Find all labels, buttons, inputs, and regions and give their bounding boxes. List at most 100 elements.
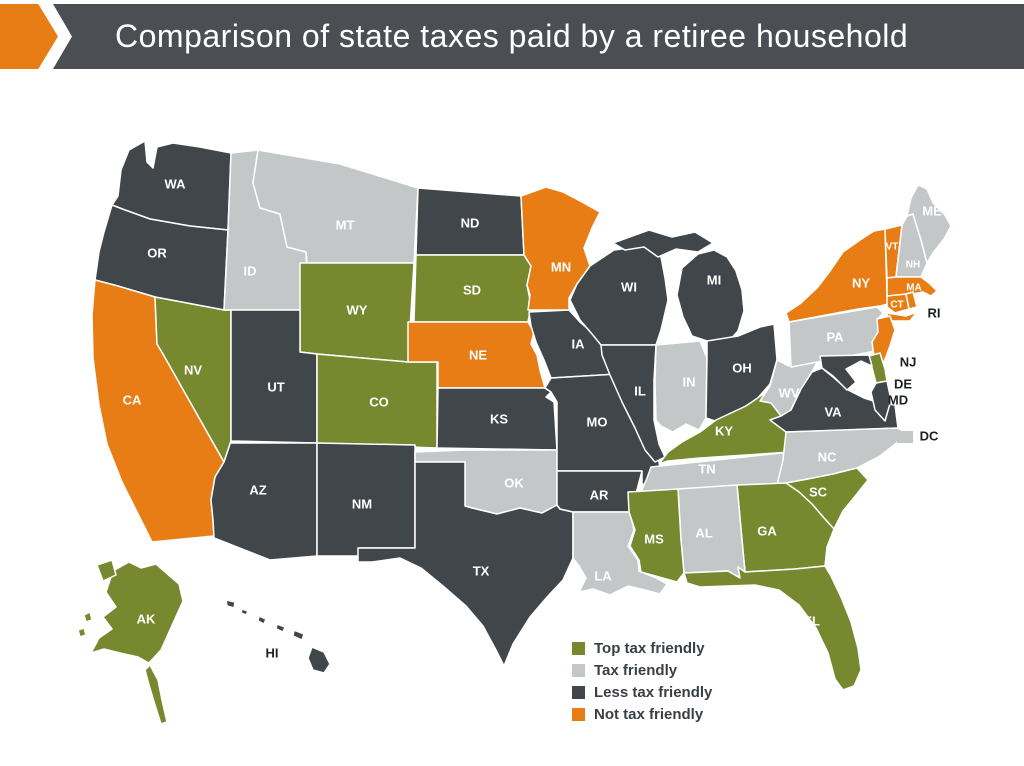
state-label-MD: MD bbox=[888, 392, 908, 407]
state-MD bbox=[819, 354, 873, 391]
state-label-RI: RI bbox=[928, 305, 941, 320]
state-HI bbox=[275, 623, 286, 633]
legend-item-tax-friendly: Tax friendly bbox=[572, 661, 712, 679]
state-label-VT: VT bbox=[886, 242, 899, 253]
state-label-NE: NE bbox=[469, 347, 487, 362]
state-label-FL: FL bbox=[804, 613, 820, 628]
state-MI bbox=[676, 249, 745, 342]
state-label-CO: CO bbox=[369, 394, 389, 409]
state-label-NH: NH bbox=[906, 260, 920, 271]
legend-item-less-tax-friendly: Less tax friendly bbox=[572, 683, 713, 701]
state-label-NY: NY bbox=[852, 275, 870, 290]
state-HI bbox=[257, 615, 267, 625]
state-label-MT: MT bbox=[336, 217, 355, 232]
state-MD bbox=[870, 380, 892, 422]
state-AK bbox=[90, 561, 184, 664]
state-label-GA: GA bbox=[757, 523, 777, 538]
legend-label: Top tax friendly bbox=[594, 639, 705, 657]
state-CT bbox=[886, 293, 910, 314]
state-label-OH: OH bbox=[732, 360, 752, 375]
state-NJ bbox=[871, 315, 896, 363]
state-label-NV: NV bbox=[184, 362, 202, 377]
state-label-IA: IA bbox=[572, 336, 586, 351]
legend-label: Tax friendly bbox=[594, 661, 678, 679]
state-HI bbox=[292, 629, 305, 641]
state-label-PA: PA bbox=[826, 329, 844, 344]
state-label-OK: OK bbox=[504, 475, 524, 490]
state-label-KY: KY bbox=[715, 423, 733, 438]
state-label-LA: LA bbox=[594, 568, 612, 583]
state-MS bbox=[627, 488, 685, 583]
state-label-KS: KS bbox=[490, 411, 508, 426]
state-IL bbox=[600, 344, 666, 463]
legend-item-not-tax-friendly: Not tax friendly bbox=[572, 705, 712, 723]
state-label-CT: CT bbox=[890, 300, 903, 311]
legend-item-top-tax-friendly: Top tax friendly bbox=[572, 639, 712, 657]
state-AZ bbox=[210, 440, 318, 561]
state-HI bbox=[225, 599, 236, 609]
state-label-MA: MA bbox=[906, 283, 922, 294]
legend-swatch-tax-friendly bbox=[572, 663, 585, 677]
state-label-TX: TX bbox=[473, 563, 490, 578]
state-label-SC: SC bbox=[809, 484, 828, 499]
state-label-ID: ID bbox=[244, 263, 257, 278]
state-label-NJ: NJ bbox=[900, 354, 917, 369]
state-label-WY: WY bbox=[347, 302, 368, 317]
state-label-MO: MO bbox=[587, 414, 608, 429]
banner-background bbox=[53, 4, 1024, 69]
state-IN bbox=[654, 340, 708, 433]
state-label-AK: AK bbox=[137, 611, 156, 626]
title-banner: Comparison of state taxes paid by a reti… bbox=[0, 4, 1024, 69]
state-label-WI: WI bbox=[621, 279, 637, 294]
state-MT bbox=[252, 149, 419, 264]
state-RI bbox=[905, 291, 918, 310]
state-AK bbox=[96, 559, 117, 582]
state-label-HI: HI bbox=[266, 645, 279, 660]
state-label-AZ: AZ bbox=[249, 482, 266, 497]
state-label-SD: SD bbox=[463, 282, 481, 297]
legend: Top tax friendly Tax friendly Less tax f… bbox=[572, 639, 713, 729]
state-label-UT: UT bbox=[267, 379, 284, 394]
state-LA bbox=[572, 511, 668, 596]
state-label-DE: DE bbox=[894, 376, 912, 391]
state-label-AR: AR bbox=[590, 487, 609, 502]
state-MI bbox=[612, 229, 714, 258]
state-label-WV: WV bbox=[779, 385, 800, 400]
state-ME bbox=[906, 184, 952, 264]
state-label-CA: CA bbox=[123, 392, 142, 407]
legend-label: Not tax friendly bbox=[594, 705, 704, 723]
state-NY bbox=[785, 228, 894, 323]
state-HI bbox=[240, 608, 249, 616]
state-AK bbox=[77, 627, 87, 638]
state-label-TN: TN bbox=[698, 461, 715, 476]
state-label-VA: VA bbox=[824, 404, 842, 419]
state-FL bbox=[683, 565, 862, 691]
state-label-ME: ME bbox=[922, 203, 942, 218]
state-label-IN: IN bbox=[683, 374, 696, 389]
accent-arrow-icon bbox=[0, 4, 58, 69]
state-label-MI: MI bbox=[707, 272, 721, 287]
state-label-OR: OR bbox=[147, 245, 167, 260]
state-HI bbox=[307, 646, 331, 674]
state-DE bbox=[868, 352, 888, 384]
state-label-DC: DC bbox=[920, 428, 939, 443]
state-AK bbox=[83, 611, 93, 623]
legend-swatch-less-tax-friendly bbox=[572, 685, 585, 699]
legend-label: Less tax friendly bbox=[594, 683, 713, 701]
state-label-NC: NC bbox=[818, 449, 837, 464]
legend-swatch-top-tax-friendly bbox=[572, 641, 585, 655]
legend-swatch-not-tax-friendly bbox=[572, 707, 585, 721]
state-label-NM: NM bbox=[352, 496, 372, 511]
state-AK bbox=[144, 664, 168, 725]
state-swatch-DC bbox=[897, 431, 913, 443]
state-label-WA: WA bbox=[165, 176, 187, 191]
state-label-ND: ND bbox=[461, 215, 480, 230]
state-label-AL: AL bbox=[695, 525, 712, 540]
state-label-MN: MN bbox=[551, 259, 571, 274]
state-label-IL: IL bbox=[634, 383, 646, 398]
state-TX bbox=[357, 461, 574, 667]
state-label-MS: MS bbox=[644, 531, 664, 546]
page-title: Comparison of state taxes paid by a reti… bbox=[115, 18, 909, 54]
